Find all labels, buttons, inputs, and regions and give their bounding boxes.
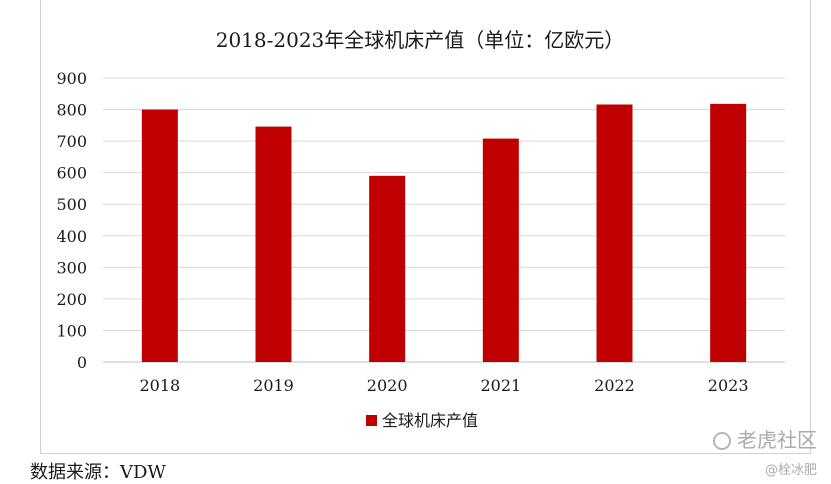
watermark: 老虎社区 @栓冰肥: [713, 424, 817, 478]
watermark-line1: 老虎社区: [737, 428, 817, 452]
bar-2022: [596, 104, 633, 363]
bar-2023: [710, 103, 747, 363]
legend-label: 全球机床产值: [382, 411, 478, 430]
y-tick-label: 400: [56, 227, 87, 246]
y-tick-label: 700: [56, 132, 87, 151]
x-tick-label: 2018: [139, 376, 180, 395]
x-tick-label: 2022: [594, 376, 635, 395]
y-tick-label: 0: [77, 353, 87, 372]
bar-2018: [141, 109, 178, 362]
tiger-community-logo-icon: [713, 432, 731, 450]
bar-2020: [369, 175, 406, 362]
x-tick-label: 2021: [480, 376, 521, 395]
y-tick-label: 100: [56, 321, 87, 340]
bar-2021: [482, 138, 519, 362]
y-tick-label: 200: [56, 290, 87, 309]
y-tick-label: 800: [56, 101, 87, 120]
bar-2019: [255, 126, 292, 363]
y-tick-label: 600: [56, 164, 87, 183]
watermark-line2: @栓冰肥: [764, 463, 817, 478]
chart-title: 2018-2023年全球机床产值（单位：亿欧元）: [215, 28, 625, 52]
y-tick-label: 500: [56, 195, 87, 214]
y-tick-label: 900: [56, 69, 87, 88]
source-note: 数据来源：VDW: [30, 462, 166, 483]
legend-swatch: [366, 415, 377, 426]
chart-frame: [40, 0, 811, 454]
x-tick-label: 2020: [367, 376, 408, 395]
y-tick-label: 300: [56, 258, 87, 277]
x-tick-label: 2023: [708, 376, 749, 395]
x-tick-label: 2019: [253, 376, 294, 395]
